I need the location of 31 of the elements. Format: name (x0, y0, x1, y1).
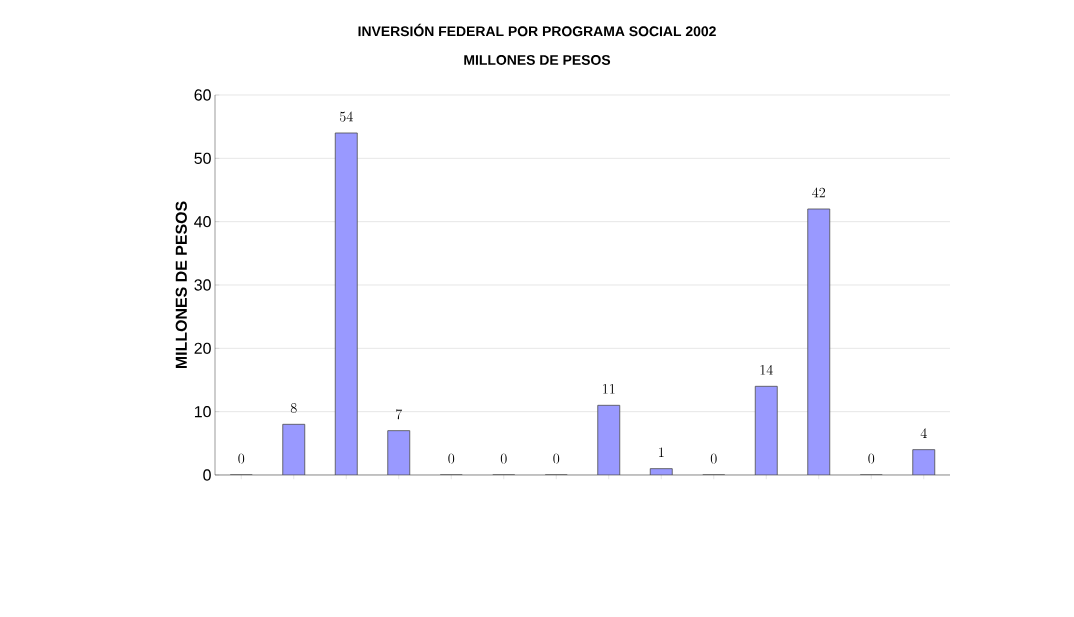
bar (282, 423, 306, 475)
chart-subtitle: MILLONES DE PESOS (464, 55, 611, 65)
y-tick-label: 20 (194, 342, 211, 354)
data-label: 8 (290, 403, 297, 413)
bar (912, 449, 936, 475)
data-label: 1 (659, 447, 664, 457)
y-tick-label: 60 (194, 89, 211, 101)
y-axis-title: MILLONES DE PESOS (175, 201, 187, 369)
data-label: 54 (339, 111, 353, 122)
data-label: 0 (710, 453, 717, 464)
y-tick-label: 30 (194, 279, 211, 291)
data-label: 0 (448, 453, 455, 464)
y-tick-label: 50 (194, 152, 211, 164)
data-label: 4 (920, 428, 927, 438)
bar (807, 208, 831, 475)
data-label: 0 (868, 453, 875, 464)
bar (334, 132, 358, 475)
chart-title: INVERSIÓN FEDERAL POR PROGRAMA SOCIAL 2002 (358, 23, 716, 37)
data-label: 0 (553, 453, 560, 464)
data-label: 11 (603, 384, 615, 394)
data-label: 42 (812, 187, 826, 198)
bar (387, 430, 411, 475)
bar (597, 404, 621, 475)
y-tick-label: 10 (194, 406, 211, 418)
data-label: 0 (238, 453, 245, 464)
y-tick-label: 0 (203, 469, 211, 481)
bar (754, 385, 778, 475)
data-label: 14 (760, 364, 773, 375)
y-tick-label: 40 (194, 216, 211, 228)
data-label: 0 (500, 453, 507, 464)
data-label: 7 (396, 409, 403, 420)
